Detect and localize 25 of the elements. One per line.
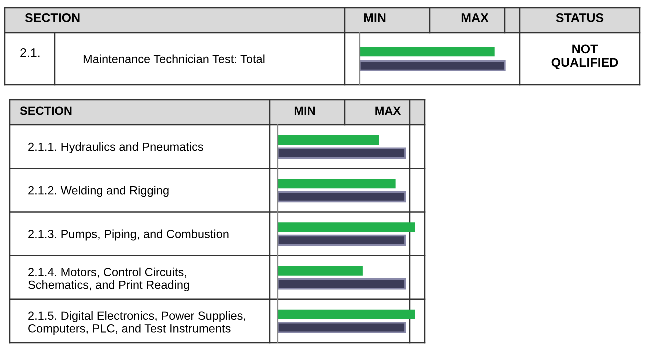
- text: 2.1.: [20, 48, 40, 58]
- text: SECTION: [25, 14, 80, 22]
- bar: [277, 322, 406, 334]
- bar: [278, 135, 380, 146]
- text: STATUS: [556, 14, 604, 22]
- bar: [277, 148, 406, 159]
- bar: [278, 266, 363, 276]
- text: MIN: [364, 14, 386, 22]
- bar: [278, 310, 415, 320]
- text: NOT QUALIFIED: [552, 44, 618, 70]
- text: MIN: [294, 106, 316, 116]
- bar: [277, 278, 406, 290]
- text: SECTION: [20, 106, 72, 116]
- y-tick-label: 2.1.3. Pumps, Piping, and Combustion: [28, 230, 229, 241]
- bar: [278, 222, 415, 232]
- y-tick-label: Maintenance Technician Test: Total: [84, 54, 265, 64]
- bar: [277, 234, 406, 246]
- bar: [278, 179, 396, 189]
- text: MAX: [462, 14, 489, 22]
- y-tick-label: 2.1.1. Hydraulics and Pneumatics: [28, 142, 204, 154]
- bar: [277, 191, 406, 203]
- y-tick-label: 2.1.2. Welding and Rigging: [28, 186, 169, 198]
- y-tick-label: 2.1.4. Motors, Control Circuits, Schematics, and Print Reading: [28, 268, 190, 292]
- text: MAX: [376, 106, 402, 116]
- y-tick-label: 2.1.5. Digital Electronics, Power Supplies, Computers, PLC, and Test Instruments: [28, 311, 246, 336]
